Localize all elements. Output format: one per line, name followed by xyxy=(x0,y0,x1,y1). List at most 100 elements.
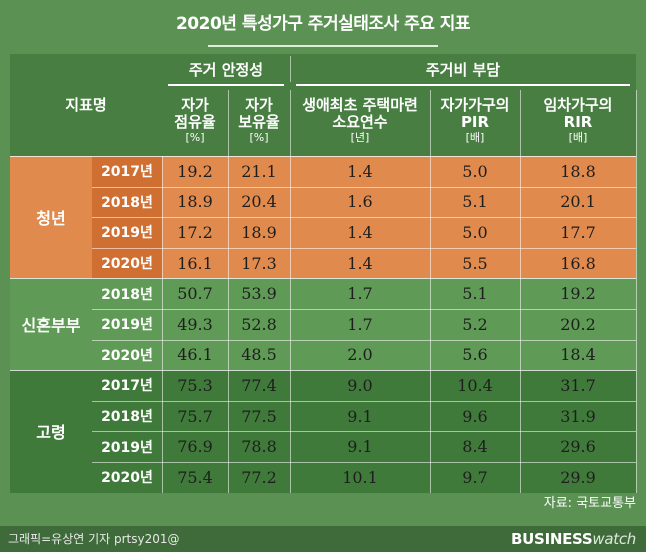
column-header-line2: RIR xyxy=(563,113,593,131)
table-cell-value: 16.1 xyxy=(177,253,213,273)
row-year: 2018년 xyxy=(101,286,153,303)
column-header-line1: 자가가구의 xyxy=(440,96,510,114)
table-cell-value: 20.2 xyxy=(560,314,596,334)
table-cell-value: 31.7 xyxy=(560,375,596,395)
column-header-unit: [년] xyxy=(350,131,370,144)
logo-business: BUSINESS xyxy=(511,530,593,548)
table-cell-value: 29.6 xyxy=(560,437,596,457)
row-divider xyxy=(92,247,636,249)
column-header: 자가가구의 PIR [배] xyxy=(430,86,520,156)
table-cell-value: 19.2 xyxy=(177,161,213,181)
table-cell-value: 1.7 xyxy=(347,314,373,334)
table-cell-value: 31.9 xyxy=(560,406,596,426)
row-divider xyxy=(92,431,636,433)
column-header-line2: 보유율 xyxy=(238,113,280,131)
table-cell-value: 5.1 xyxy=(462,192,488,212)
column-divider xyxy=(228,90,229,493)
row-year: 2019년 xyxy=(101,317,153,334)
table-cell-value: 75.7 xyxy=(177,406,213,426)
year-column-band xyxy=(92,370,162,493)
table-cell-value: 49.3 xyxy=(177,314,213,334)
table-cell-value: 1.4 xyxy=(347,222,373,242)
chart-title: 2020년 특성가구 주거실태조사 주요 지표 xyxy=(175,14,471,34)
column-header-line1: 임차가구의 xyxy=(543,96,613,114)
row-divider xyxy=(92,309,636,310)
row-year: 2019년 xyxy=(101,225,153,242)
table-cell-value: 1.7 xyxy=(347,284,373,304)
group-label: 고령 xyxy=(36,423,66,443)
table-cell-value: 9.6 xyxy=(462,406,488,426)
businesswatch-logo: BUSINESSwatch xyxy=(511,526,636,552)
group-divider xyxy=(10,370,636,372)
row-year: 2017년 xyxy=(101,378,153,395)
column-header: 자가 점유율 [%] xyxy=(162,86,228,156)
column-header-unit: [배] xyxy=(568,131,588,144)
logo-watch: watch xyxy=(592,530,636,548)
group-column-divider xyxy=(290,56,291,82)
table-cell-value: 18.9 xyxy=(177,192,213,212)
table-cell-value: 48.5 xyxy=(241,345,277,365)
header-indicator: 지표명 xyxy=(65,95,107,114)
row-divider xyxy=(92,400,636,402)
table-cell-value: 17.7 xyxy=(560,222,596,242)
row-divider xyxy=(92,186,636,188)
column-header-line2: 소요연수 xyxy=(332,113,388,131)
table-cell-value: 9.0 xyxy=(347,375,373,395)
column-header-line1: 생애최초 주택마련 xyxy=(302,96,418,114)
year-column-band xyxy=(92,278,162,371)
column-header: 생애최초 주택마련 소요연수 [년] xyxy=(290,86,430,156)
table-cell-value: 10.1 xyxy=(342,467,378,487)
table-cell-value: 5.0 xyxy=(462,161,488,181)
header-rule-cost xyxy=(296,84,630,86)
table-cell-value: 5.1 xyxy=(462,284,488,304)
row-divider xyxy=(92,462,636,463)
table-cell-value: 77.2 xyxy=(241,467,277,487)
table-cell-value: 78.8 xyxy=(241,437,277,457)
table-cell-value: 16.8 xyxy=(560,253,596,273)
table-cell-value: 76.9 xyxy=(177,437,213,457)
table-cell-value: 75.4 xyxy=(177,467,213,487)
column-header-unit: [%] xyxy=(249,131,269,144)
indicator-table: 지표명 주거 안정성 주거비 부담 자가 점유율 [%] 자가 보유율 [%] 생애최초 주택마련… xyxy=(10,54,637,493)
table-cell-value: 46.1 xyxy=(177,345,213,365)
row-year: 2018년 xyxy=(101,409,153,426)
row-year: 2020년 xyxy=(101,470,153,487)
table-cell-value: 75.3 xyxy=(177,375,213,395)
group-label: 신혼부부 xyxy=(21,316,81,336)
header-rule-stability xyxy=(168,84,284,86)
table-cell-value: 53.9 xyxy=(241,284,277,304)
table-cell-value: 9.7 xyxy=(462,467,488,487)
header-group-stability: 주거 안정성 xyxy=(188,60,264,79)
header-group-cost: 주거비 부담 xyxy=(425,60,501,79)
table-cell-value: 18.9 xyxy=(241,222,277,242)
column-divider xyxy=(430,90,431,493)
row-year: 2019년 xyxy=(101,439,153,456)
column-header-line2: 점유율 xyxy=(174,113,216,131)
table-cell-value: 8.4 xyxy=(462,437,488,457)
graphic-credit: 그래픽=유상연 기자 prtsy201@ xyxy=(8,532,180,546)
footer-bar: 그래픽=유상연 기자 prtsy201@ BUSINESSwatch xyxy=(0,526,646,552)
table-cell-value: 10.4 xyxy=(457,375,493,395)
table-cell-value: 20.1 xyxy=(560,192,596,212)
column-divider xyxy=(520,90,521,493)
table-cell-value: 52.8 xyxy=(241,314,277,334)
table-cell-value: 18.4 xyxy=(560,345,596,365)
column-header-unit: [%] xyxy=(185,131,205,144)
table-cell-value: 1.4 xyxy=(347,161,373,181)
column-header: 임차가구의 RIR [배] xyxy=(520,86,636,156)
column-divider xyxy=(636,90,637,493)
column-header-line1: 자가 xyxy=(245,96,273,114)
table-cell-value: 20.4 xyxy=(241,192,277,212)
table-cell-value: 18.8 xyxy=(560,161,596,181)
table-cell-value: 9.1 xyxy=(347,437,373,457)
column-header-line2: PIR xyxy=(460,113,490,131)
table-cell-value: 17.3 xyxy=(241,253,277,273)
row-divider xyxy=(92,339,636,341)
group-label: 청년 xyxy=(36,209,66,229)
column-divider xyxy=(290,90,291,493)
year-column-divider xyxy=(162,156,163,493)
table-cell-value: 21.1 xyxy=(241,161,277,181)
column-header-line1: 자가 xyxy=(181,96,209,114)
table-cell-value: 29.9 xyxy=(560,467,596,487)
table-cell-value: 1.4 xyxy=(347,253,373,273)
